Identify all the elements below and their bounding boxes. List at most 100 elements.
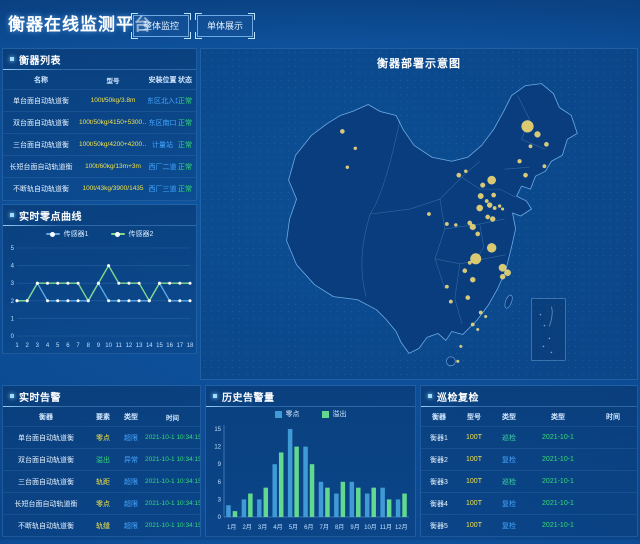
svg-text:3: 3 <box>218 497 222 503</box>
device-name: 长短台面自动轨道衡 <box>9 163 73 171</box>
legend-item-overflow[interactable]: 溢出 <box>321 409 347 419</box>
svg-text:0: 0 <box>11 334 15 340</box>
svg-text:14: 14 <box>146 343 153 349</box>
device-name: 双台面自动轨道衡 <box>13 119 69 127</box>
inspection-device: 衡器2 <box>430 456 448 464</box>
svg-text:5月: 5月 <box>289 524 298 531</box>
col-header-model: 型号 <box>467 413 481 421</box>
svg-text:15: 15 <box>214 427 221 433</box>
svg-text:12: 12 <box>126 343 133 349</box>
panel-device-list: 衡器列表 名称 型号 安装位置 状态 单台面自动轨道衡 100t/50kg/3.… <box>2 48 197 201</box>
inspection-date: 2021-10-1 <box>542 434 574 441</box>
svg-text:4: 4 <box>46 343 50 349</box>
alert-time: 2021-10-1 10:34:15 <box>145 522 200 529</box>
alert-type: 超限 <box>124 434 138 442</box>
alert-device: 不断轨自动轨道衡 <box>18 522 74 530</box>
map-inset-south-china-sea <box>531 298 566 361</box>
svg-text:8月: 8月 <box>335 524 344 531</box>
alert-time: 2021-10-1 10:34:15 <box>145 500 200 507</box>
square-marker-icon <box>274 410 282 418</box>
device-model: 100t/50kg/4150+5300… <box>79 119 147 126</box>
legend-item-zero[interactable]: 零点 <box>274 409 300 419</box>
history-bar-chart: 0 3 6 9 12 15 1月 2月 3月 4月 5月 6月 7月 8月 9月 10月 11月 12月 <box>214 425 409 531</box>
panel-zero-curve-title: 实时零点曲线 <box>19 211 82 223</box>
device-location: 东区北入口 <box>147 97 178 105</box>
alerts-table-header: 衡器 要素 类型 时间 <box>3 407 200 426</box>
panel-history-alerts: 历史告警量 零点 溢出 0 3 6 9 12 15 1月 2月 3月 4月 5月 6月 7月 8月 9月 10… <box>205 385 416 537</box>
table-row: 三台面自动轨道衡 100t/50kg/4200+4200… 计量站 正常 <box>3 133 196 155</box>
panel-bullet-icon <box>10 57 14 61</box>
inspection-type: 复检 <box>502 456 516 464</box>
panel-device-list-header: 衡器列表 <box>3 49 196 70</box>
page-title: 衡器在线监测平台 <box>8 15 152 34</box>
taiwan-island <box>504 294 513 309</box>
inspection-type: 巡检 <box>502 478 516 486</box>
table-row: 不断轨自动轨道衡 100t/43kg/3900/1435 西厂三道 正常 <box>3 177 196 199</box>
legend-label: 零点 <box>285 411 300 418</box>
table-row: 三台面自动轨道衡 轨距 超限 2021-10-1 10:34:15 <box>3 470 200 492</box>
device-name: 单台面自动轨道衡 <box>13 97 69 105</box>
square-marker-icon <box>321 410 329 418</box>
panel-bullet-icon <box>213 394 217 398</box>
china-map <box>286 83 578 367</box>
panel-device-list-title: 衡器列表 <box>19 55 61 67</box>
device-status: 正常 <box>178 119 192 127</box>
device-status: 正常 <box>178 141 192 149</box>
svg-text:6: 6 <box>218 480 222 486</box>
tab-single-display[interactable]: 单体展示 <box>197 15 254 37</box>
alert-type: 超限 <box>124 500 138 508</box>
legend-label: 传感器2 <box>128 231 154 238</box>
col-header-factor: 要素 <box>96 413 110 421</box>
alert-device: 双台面自动轨道衡 <box>18 456 74 464</box>
table-row: 单台面自动轨道衡 100t/50kg/3.8m 东区北入口 正常 <box>3 89 196 111</box>
inspection-device: 衡器1 <box>430 434 448 442</box>
alert-factor: 轨距 <box>96 478 110 486</box>
svg-text:4: 4 <box>11 264 15 270</box>
inspection-date: 2021-10-1 <box>542 500 574 507</box>
svg-text:12月: 12月 <box>395 524 408 531</box>
col-header-device: 衡器 <box>39 413 53 421</box>
svg-text:11: 11 <box>116 343 123 349</box>
inspection-type: 巡检 <box>502 434 516 442</box>
inspection-model: 100T <box>466 434 482 441</box>
svg-text:3月: 3月 <box>258 524 267 531</box>
hainan-island <box>446 356 456 367</box>
panel-inspection: 巡检复检 衡器 型号 类型 类型 时间 衡器1 100T 巡检 2021-10-… <box>420 385 638 537</box>
svg-text:4月: 4月 <box>273 524 282 531</box>
col-header-time: 时间 <box>166 414 179 422</box>
table-row: 衡器5 100T 复检 2021-10-1 <box>421 514 637 536</box>
panel-bullet-icon <box>10 213 14 217</box>
device-location: 西厂二道 <box>148 163 177 171</box>
table-row: 衡器3 100T 巡检 2021-10-1 <box>421 470 637 492</box>
device-table-header: 名称 型号 安装位置 状态 <box>3 70 196 89</box>
device-location: 东区南口 <box>148 119 177 127</box>
col-header-location: 安装位置 <box>148 76 177 84</box>
top-header: 衡器在线监测平台 整体监控 单体展示 <box>0 0 640 46</box>
inspection-type: 复检 <box>502 522 516 530</box>
device-status: 正常 <box>178 185 192 193</box>
panel-alerts-title: 实时告警 <box>19 392 61 404</box>
china-outline <box>286 83 578 354</box>
legend-item-sensor2[interactable]: 传感器2 <box>110 229 154 239</box>
inspection-model: 100T <box>466 500 482 507</box>
table-row: 长短台面自动轨道衡 零点 超限 2021-10-1 10:34:15 <box>3 492 200 514</box>
svg-text:7月: 7月 <box>320 524 329 531</box>
device-name: 三台面自动轨道衡 <box>13 141 69 149</box>
svg-text:6: 6 <box>66 343 70 349</box>
inspection-type: 复检 <box>502 500 516 508</box>
tab-single-display-label: 单体展示 <box>207 21 244 31</box>
legend-item-sensor1[interactable]: 传感器1 <box>45 229 89 239</box>
svg-text:3: 3 <box>36 343 40 349</box>
legend-label: 溢出 <box>332 411 347 418</box>
tab-overall-monitor[interactable]: 整体监控 <box>133 15 190 37</box>
map-title: 衡器部署示意图 <box>377 58 461 70</box>
svg-text:1: 1 <box>11 316 15 322</box>
alert-factor: 轨缝 <box>96 522 110 530</box>
col-header-status: 状态 <box>178 76 192 84</box>
line-marker-icon <box>45 231 60 237</box>
device-location: 计量站 <box>152 141 173 149</box>
map-bubbles <box>339 120 549 363</box>
col-header-type: 类型 <box>502 413 516 421</box>
panel-alerts: 实时告警 衡器 要素 类型 时间 单台面自动轨道衡 零点 超限 2021-10-… <box>2 385 201 537</box>
device-location: 西厂三道 <box>148 185 177 193</box>
